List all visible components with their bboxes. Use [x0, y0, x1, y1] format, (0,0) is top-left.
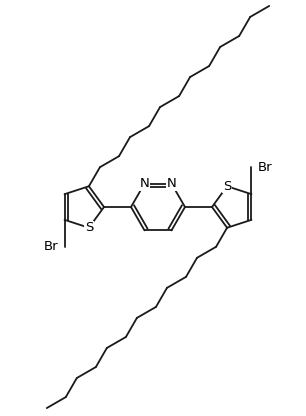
Text: Br: Br	[44, 240, 58, 253]
Text: N: N	[167, 177, 176, 190]
Text: Br: Br	[257, 161, 272, 173]
Text: N: N	[140, 177, 149, 190]
Text: S: S	[85, 221, 93, 234]
Text: S: S	[223, 180, 231, 193]
